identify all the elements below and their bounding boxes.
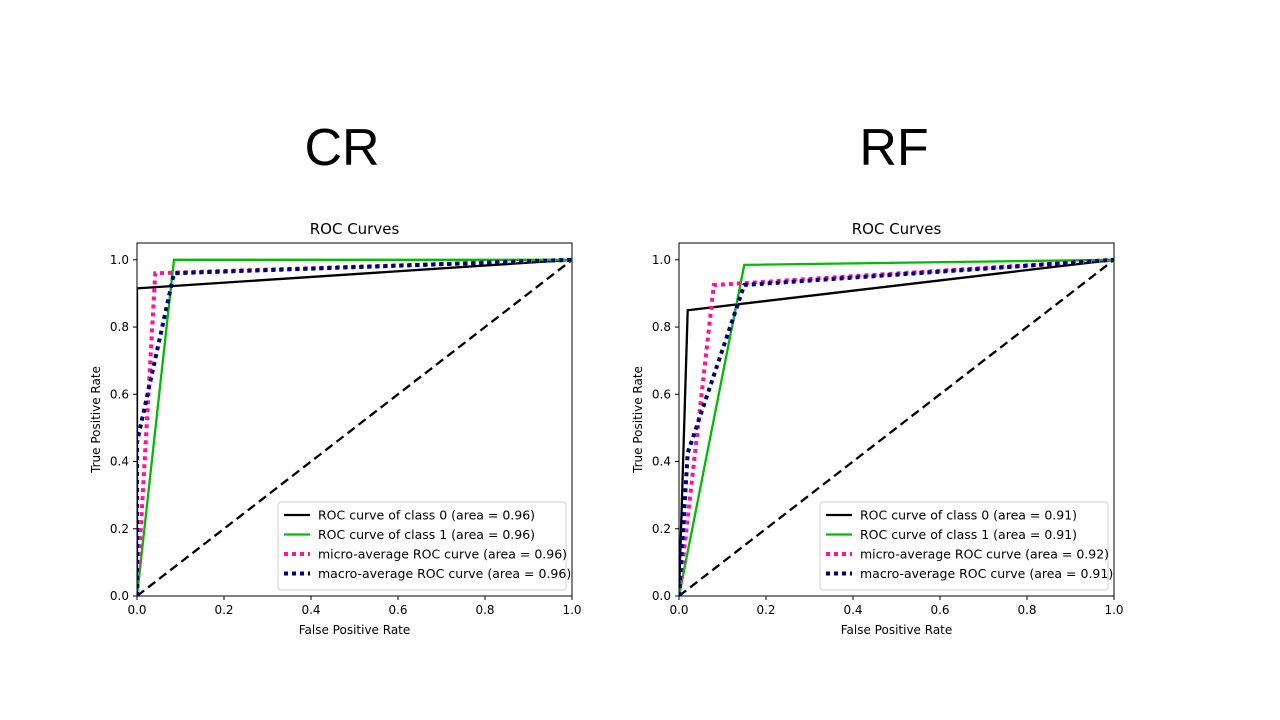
chart-title: ROC Curves	[852, 220, 942, 238]
x-axis-label: False Positive Rate	[299, 623, 411, 637]
y-tick-label: 0.2	[652, 522, 671, 536]
y-tick-label: 0.6	[110, 387, 129, 401]
class-1-roc-line	[679, 258, 1114, 596]
y-tick-label: 0.8	[652, 320, 671, 334]
macro-average-roc-line	[137, 257, 572, 596]
x-tick-label: 0.6	[930, 603, 949, 617]
y-tick-label: 0.6	[652, 387, 671, 401]
y-tick-label: 0.4	[652, 455, 671, 469]
x-tick-label: 1.0	[562, 603, 581, 617]
legend-entry-label: micro-average ROC curve (area = 0.92)	[860, 547, 1109, 562]
axes-frame	[678, 242, 1115, 597]
legend-entry-label: ROC curve of class 0 (area = 0.96)	[318, 508, 535, 523]
x-tick-label: 0.0	[669, 603, 688, 617]
x-tick-label: 0.6	[388, 603, 407, 617]
legend-box	[277, 501, 567, 591]
x-tick-label: 0.0	[127, 603, 146, 617]
x-tick-label: 0.2	[756, 603, 775, 617]
y-axis-label: True Positive Rate	[631, 366, 645, 474]
legend-entry-label: ROC curve of class 0 (area = 0.91)	[860, 508, 1077, 523]
x-tick-label: 1.0	[1104, 603, 1123, 617]
chart-title: ROC Curves	[310, 220, 400, 238]
x-tick-label: 0.2	[214, 603, 233, 617]
y-tick-label: 0.8	[110, 320, 129, 334]
y-tick-label: 0.4	[110, 455, 129, 469]
x-tick-label: 0.8	[1017, 603, 1036, 617]
legend-entry-label: micro-average ROC curve (area = 0.96)	[318, 547, 567, 562]
x-tick-label: 0.4	[843, 603, 862, 617]
y-tick-label: 1.0	[652, 253, 671, 267]
y-tick-label: 0.2	[110, 522, 129, 536]
chance-diagonal-line	[679, 258, 1114, 596]
micro-average-roc-line	[679, 257, 1114, 596]
y-tick-label: 0.0	[652, 589, 671, 603]
roc-chart-cr: ROC Curves 0.0 0.2 0.4 0.6 0.8 1.0 0.0 0.2 0.4 0.6…	[89, 220, 582, 637]
class-0-roc-line	[137, 258, 572, 596]
class-1-roc-line	[137, 258, 572, 596]
macro-average-roc-line	[679, 257, 1114, 596]
y-tick-label: 0.0	[110, 589, 129, 603]
x-tick-label: 0.4	[301, 603, 320, 617]
y-tick-label: 1.0	[110, 253, 129, 267]
legend-box	[819, 501, 1109, 591]
chance-diagonal-line	[137, 258, 572, 596]
x-tick-label: 0.8	[475, 603, 494, 617]
x-axis-label: False Positive Rate	[841, 623, 953, 637]
class-0-roc-line	[679, 258, 1114, 596]
legend-entry-label: macro-average ROC curve (area = 0.91)	[860, 566, 1113, 581]
y-axis-label: True Positive Rate	[89, 366, 103, 474]
plot-area	[679, 257, 1114, 596]
legend: ROC curve of class 0 (area = 0.91) ROC cu…	[819, 501, 1113, 591]
plot-area	[137, 257, 572, 596]
legend-entry-label: ROC curve of class 1 (area = 0.91)	[860, 527, 1077, 542]
legend: ROC curve of class 0 (area = 0.96) ROC cu…	[277, 501, 571, 591]
axes-frame	[136, 242, 573, 597]
legend-entry-label: ROC curve of class 1 (area = 0.96)	[318, 527, 535, 542]
panel-heading-cr: CR	[304, 119, 380, 177]
roc-chart-rf: ROC Curves 0.0 0.2 0.4 0.6 0.8 1.0 0.0 0.2 0.4 0.6…	[631, 220, 1124, 637]
panel-heading-rf: RF	[859, 119, 929, 177]
legend-entry-label: macro-average ROC curve (area = 0.96)	[318, 566, 571, 581]
